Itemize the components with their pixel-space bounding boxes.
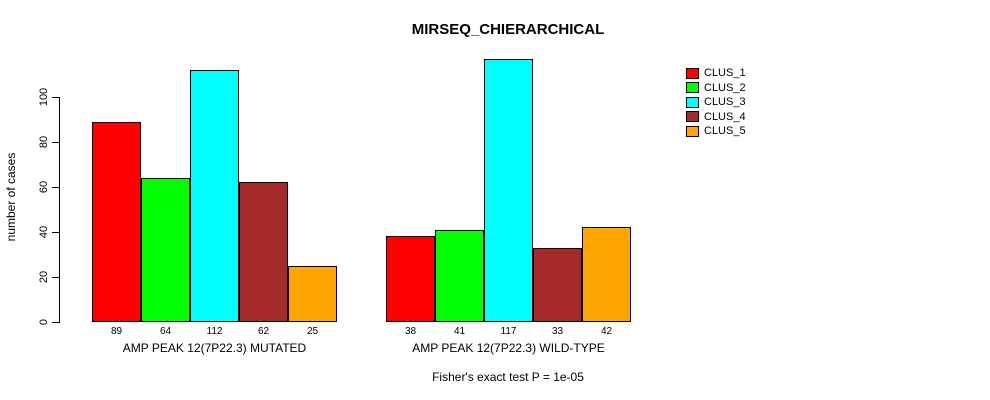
bar-value-label: 62: [257, 326, 270, 337]
legend-label: CLUS_4: [704, 110, 746, 123]
bar-clus_4-group1: [239, 182, 288, 322]
bar-value-label: 33: [551, 326, 564, 337]
bar-clus_1-group2: [386, 236, 435, 322]
legend: CLUS_1 CLUS_2 CLUS_3 CLUS_4 CLUS_5: [686, 66, 746, 139]
bar-value-label: 42: [600, 326, 613, 337]
bar-value-label: 89: [110, 326, 123, 337]
legend-item-clus_5: CLUS_5: [686, 124, 746, 139]
y-axis-tick-label: 20: [38, 270, 50, 284]
legend-item-clus_3: CLUS_3: [686, 95, 746, 110]
legend-item-clus_2: CLUS_2: [686, 81, 746, 96]
bar-value-label: 117: [500, 326, 517, 337]
y-axis-tick-label: 40: [38, 225, 50, 239]
bar-clus_5-group2: [582, 227, 631, 322]
bar-value-label: 38: [404, 326, 417, 337]
y-axis-label: number of cases: [4, 152, 18, 242]
legend-swatch-icon: [686, 67, 699, 79]
legend-item-clus_1: CLUS_1: [686, 66, 746, 81]
y-axis-tick-label: 60: [38, 180, 50, 194]
legend-swatch-icon: [686, 111, 699, 123]
legend-label: CLUS_2: [704, 81, 746, 94]
bar-clus_3-group1: [190, 70, 239, 322]
bar-clus_2-group1: [141, 178, 190, 322]
y-axis-line: [59, 97, 60, 323]
group-axis-label: AMP PEAK 12(7P22.3) WILD-TYPE: [412, 341, 605, 355]
footnote: Fisher's exact test P = 1e-05: [432, 370, 584, 384]
bar-clus_2-group2: [435, 230, 484, 322]
legend-item-clus_4: CLUS_4: [686, 110, 746, 125]
y-axis-tick: [52, 96, 59, 98]
y-axis-tick-label: 0: [38, 318, 50, 326]
bar-clus_3-group2: [484, 59, 533, 322]
bar-value-label: 41: [453, 326, 466, 337]
y-axis-tick: [52, 321, 59, 323]
legend-label: CLUS_3: [704, 96, 746, 108]
bar-value-label: 64: [159, 326, 172, 337]
legend-label: CLUS_1: [704, 67, 746, 79]
y-axis-tick: [52, 141, 59, 143]
legend-swatch-icon: [686, 96, 699, 108]
y-axis-tick-label: 100: [38, 87, 50, 107]
y-axis-tick: [52, 276, 59, 278]
bar-clus_5-group1: [288, 266, 337, 322]
bar-value-label: 112: [206, 326, 223, 337]
y-axis-tick: [52, 186, 59, 188]
chart-title: MIRSEQ_CHIERARCHICAL: [411, 21, 605, 38]
bar-clus_1-group1: [92, 122, 141, 322]
bar-clus_4-group2: [533, 248, 582, 322]
group-axis-label: AMP PEAK 12(7P22.3) MUTATED: [122, 341, 307, 355]
y-axis-tick: [52, 231, 59, 233]
y-axis-tick-label: 80: [38, 135, 50, 149]
legend-swatch-icon: [686, 125, 699, 137]
bar-value-label: 25: [306, 326, 319, 337]
legend-label: CLUS_5: [704, 125, 746, 137]
legend-swatch-icon: [686, 82, 699, 94]
